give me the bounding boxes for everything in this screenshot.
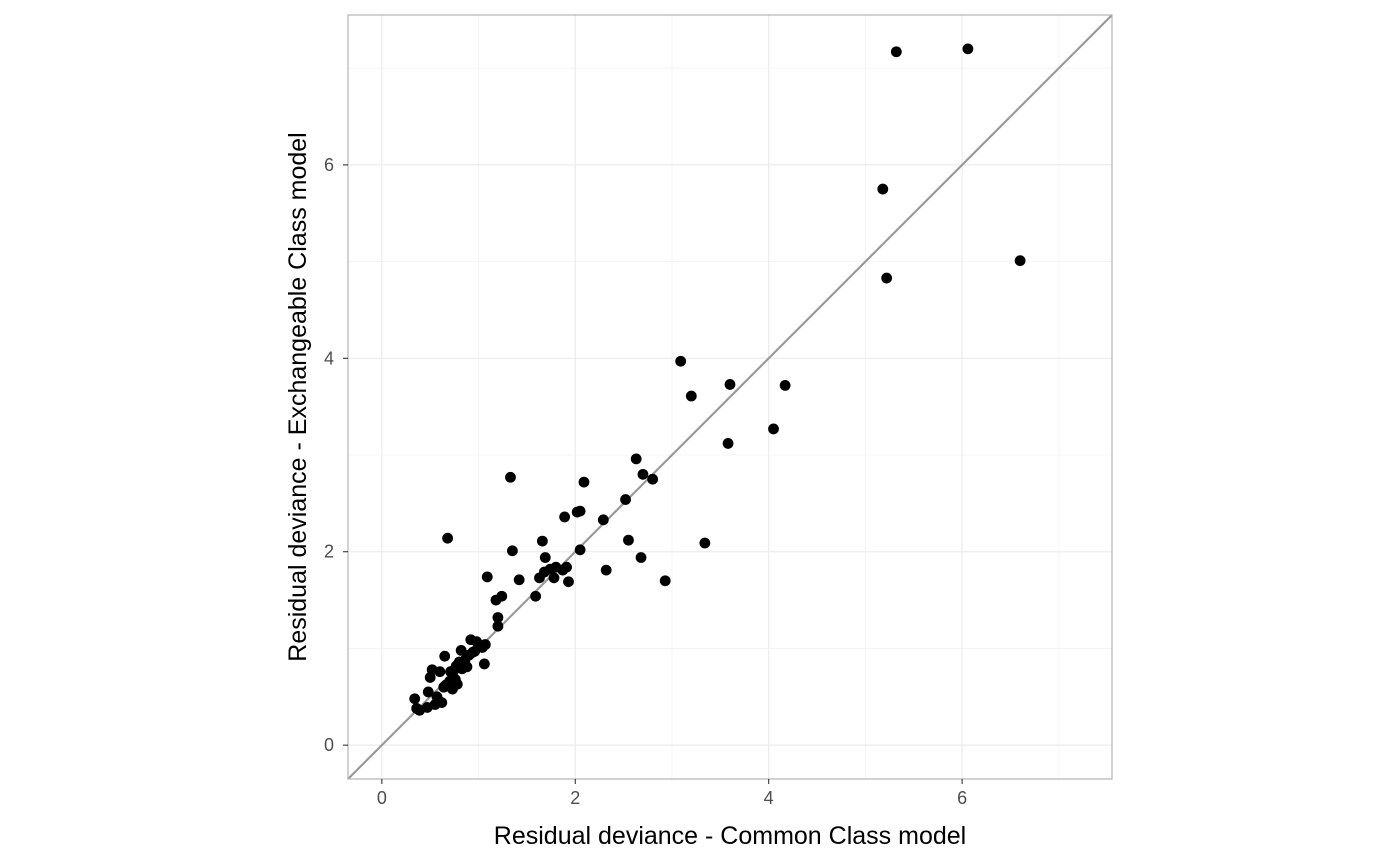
x-axis-ticks: 0 2 4 6 — [377, 779, 967, 808]
x-tick-label: 2 — [570, 788, 580, 808]
y-tick-label: 0 — [324, 735, 334, 755]
y-tick-label: 6 — [324, 155, 334, 175]
data-point — [675, 355, 687, 367]
data-point — [574, 544, 586, 556]
major-gridlines — [348, 15, 1112, 779]
data-point — [513, 574, 525, 586]
data-point — [1014, 255, 1026, 267]
data-point — [439, 650, 451, 662]
x-axis-title: Residual deviance - Common Class model — [494, 822, 966, 850]
data-point — [779, 379, 791, 391]
data-point — [881, 272, 893, 284]
data-point — [890, 46, 902, 58]
data-point — [699, 537, 711, 549]
data-point — [492, 620, 504, 632]
data-point — [442, 532, 454, 544]
data-point — [536, 535, 548, 547]
data-point — [659, 575, 671, 587]
data-point — [530, 590, 542, 602]
data-point — [724, 379, 736, 390]
data-point — [597, 514, 609, 526]
data-point — [548, 572, 560, 584]
data-point — [563, 576, 574, 588]
data-point — [685, 390, 697, 402]
data-point — [623, 534, 634, 546]
data-point — [409, 693, 421, 705]
y-tick-label: 2 — [324, 542, 334, 562]
data-point — [574, 505, 586, 517]
data-point — [455, 644, 467, 656]
data-point — [561, 561, 572, 573]
data-point — [478, 658, 490, 670]
data-point — [637, 468, 649, 480]
data-point — [578, 476, 590, 488]
data-point — [722, 438, 734, 449]
data-point — [559, 511, 571, 523]
data-point — [496, 590, 508, 602]
x-tick-label: 6 — [957, 788, 967, 808]
y-axis-ticks: 0 2 4 6 — [324, 155, 348, 755]
y-tick-label: 4 — [324, 348, 334, 368]
data-point — [492, 612, 504, 623]
data-point — [461, 661, 473, 673]
y-axis-title: Residual deviance - Exchangeable Class m… — [284, 132, 312, 661]
data-point — [620, 494, 631, 505]
data-point — [635, 552, 647, 563]
data-point — [434, 666, 446, 678]
data-point — [539, 552, 551, 563]
panel-border — [347, 14, 1113, 780]
data-point — [962, 43, 974, 55]
data-point — [600, 564, 612, 576]
data-point — [422, 686, 434, 698]
x-tick-label: 0 — [377, 788, 387, 808]
data-point — [877, 183, 889, 195]
data-point — [507, 545, 518, 557]
data-point — [436, 697, 448, 708]
x-tick-label: 4 — [764, 788, 774, 808]
data-point — [630, 453, 642, 465]
data-point — [505, 471, 516, 483]
data-point — [647, 473, 659, 485]
data-point — [481, 571, 493, 583]
data-point — [479, 639, 491, 650]
data-point — [768, 423, 779, 435]
data-points — [409, 43, 1026, 716]
data-point — [451, 678, 463, 690]
